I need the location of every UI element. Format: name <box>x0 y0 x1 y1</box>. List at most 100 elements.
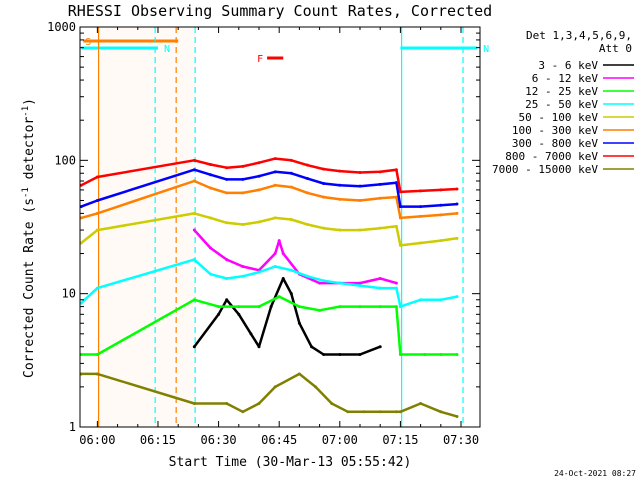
data-point-7000-15000-kev-15 <box>419 402 423 406</box>
data-point-100-300-kev-3 <box>209 186 213 190</box>
data-point-12-25-kev-2 <box>192 298 196 302</box>
data-point-6-12-kev-13 <box>394 281 398 285</box>
data-point-25-50-kev-8 <box>289 268 293 272</box>
data-point-300-800-kev-2 <box>192 168 196 172</box>
data-point-7000-15000-kev-9 <box>330 402 334 406</box>
data-point-7000-15000-kev-1 <box>95 372 99 376</box>
legend-label-300-800-kev: 300 - 800 keV <box>512 137 598 150</box>
data-point-6-12-kev-3 <box>241 264 245 268</box>
legend-label-100-300-kev: 100 - 300 keV <box>512 124 598 137</box>
data-point-50-100-kev-10 <box>322 226 326 230</box>
data-point-300-800-kev-5 <box>241 177 245 181</box>
data-point-50-100-kev-1 <box>95 228 99 232</box>
x-tick-label-0: 06:00 <box>79 433 115 447</box>
data-point-3-6-kev-6 <box>269 305 273 309</box>
data-point-25-50-kev-1 <box>95 286 99 290</box>
data-point-50-100-kev-15 <box>398 243 402 247</box>
legend-label-800-7000-kev: 800 - 7000 keV <box>505 150 598 163</box>
series-800-7000-kev <box>79 157 459 194</box>
data-point-800-7000-kev-13 <box>378 170 382 174</box>
data-point-12-25-kev-8 <box>318 308 322 312</box>
data-point-800-7000-kev-11 <box>338 169 342 173</box>
data-point-25-50-kev-14 <box>394 286 398 290</box>
y-tick-label-3: 1000 <box>47 20 76 34</box>
data-point-50-100-kev-17 <box>439 239 443 243</box>
flag-label-F-3: F <box>257 54 263 65</box>
data-point-300-800-kev-1 <box>95 198 99 202</box>
data-point-800-7000-kev-2 <box>192 158 196 162</box>
data-point-7000-15000-kev-14 <box>398 410 402 414</box>
data-point-12-25-kev-7 <box>297 305 301 309</box>
data-point-7000-15000-kev-4 <box>241 410 245 414</box>
y-tick-label-1: 10 <box>62 287 76 301</box>
data-point-7000-15000-kev-5 <box>257 402 261 406</box>
data-point-6-12-kev-11 <box>358 281 362 285</box>
data-point-6-12-kev-0 <box>192 228 196 232</box>
data-point-50-100-kev-2 <box>192 211 196 215</box>
data-point-12-25-kev-4 <box>237 305 241 309</box>
data-point-100-300-kev-16 <box>419 214 423 218</box>
legend-label-50-100-kev: 50 - 100 keV <box>519 111 599 124</box>
data-point-3-6-kev-4 <box>249 332 253 336</box>
data-point-3-6-kev-9 <box>297 321 301 325</box>
data-point-6-12-kev-6 <box>277 239 281 243</box>
legend-label-7000-15000-kev: 7000 - 15000 keV <box>492 163 598 176</box>
series-300-800-kev <box>79 168 459 209</box>
x-tick-label-1: 06:15 <box>140 433 176 447</box>
legend-header-attenuator: Att 0 <box>599 42 632 55</box>
data-point-800-7000-kev-6 <box>257 161 261 165</box>
data-point-800-7000-kev-3 <box>209 163 213 167</box>
data-point-7000-15000-kev-13 <box>394 410 398 414</box>
y-axis-label-main: Corrected Count Rate (s <box>22 198 37 378</box>
data-point-50-100-kev-5 <box>241 223 245 227</box>
data-point-800-7000-kev-18 <box>455 187 459 191</box>
data-point-3-6-kev-8 <box>289 292 293 296</box>
data-point-12-25-kev-1 <box>95 352 99 356</box>
data-point-300-800-kev-9 <box>305 177 309 181</box>
data-point-800-7000-kev-4 <box>225 166 229 170</box>
plot-background <box>80 27 480 427</box>
chart-title: RHESSI Observing Summary Count Rates, Co… <box>68 2 492 20</box>
x-tick-label-2: 06:30 <box>201 433 237 447</box>
y-tick-label-2: 100 <box>54 153 76 167</box>
data-point-25-50-kev-6 <box>257 270 261 274</box>
data-point-50-100-kev-18 <box>455 236 459 240</box>
data-point-3-6-kev-10 <box>310 345 314 349</box>
data-point-7000-15000-kev-17 <box>455 414 459 418</box>
data-point-50-100-kev-12 <box>358 228 362 232</box>
data-point-300-800-kev-7 <box>273 170 277 174</box>
data-point-100-300-kev-6 <box>257 188 261 192</box>
data-point-100-300-kev-7 <box>273 183 277 187</box>
data-point-300-800-kev-4 <box>225 177 229 181</box>
data-point-100-300-kev-4 <box>225 191 229 195</box>
data-point-300-800-kev-8 <box>289 171 293 175</box>
data-point-100-300-kev-13 <box>378 196 382 200</box>
y-tick-label-0: 1 <box>69 420 76 434</box>
data-point-6-12-kev-12 <box>378 276 382 280</box>
data-point-800-7000-kev-8 <box>289 158 293 162</box>
data-point-100-300-kev-10 <box>322 195 326 199</box>
data-point-25-50-kev-15 <box>398 305 402 309</box>
y-axis-label-sup2: -1 <box>21 106 31 117</box>
data-point-800-7000-kev-10 <box>322 167 326 171</box>
flag-label-N-2: N <box>483 44 489 55</box>
legend-label-25-50-kev: 25 - 50 keV <box>525 98 598 111</box>
data-point-6-12-kev-1 <box>209 246 213 250</box>
data-point-12-25-kev-9 <box>338 305 342 309</box>
data-point-25-50-kev-11 <box>338 281 342 285</box>
series-12-25-kev <box>79 295 459 356</box>
data-point-800-7000-kev-17 <box>439 188 443 192</box>
series-3-6-kev <box>192 276 382 356</box>
data-point-800-7000-kev-7 <box>273 157 277 161</box>
data-point-25-50-kev-16 <box>419 298 423 302</box>
series-50-100-kev <box>79 211 459 247</box>
data-point-12-25-kev-16 <box>455 352 459 356</box>
data-point-100-300-kev-12 <box>358 198 362 202</box>
data-point-100-300-kev-5 <box>241 191 245 195</box>
data-point-50-100-kev-13 <box>378 226 382 230</box>
data-point-50-100-kev-6 <box>257 220 261 224</box>
x-axis-label: Start Time (30-Mar-13 05:55:42) <box>169 455 412 470</box>
data-point-12-25-kev-5 <box>257 305 261 309</box>
data-point-25-50-kev-2 <box>192 258 196 262</box>
legend-label-12-25-kev: 12 - 25 keV <box>525 85 598 98</box>
